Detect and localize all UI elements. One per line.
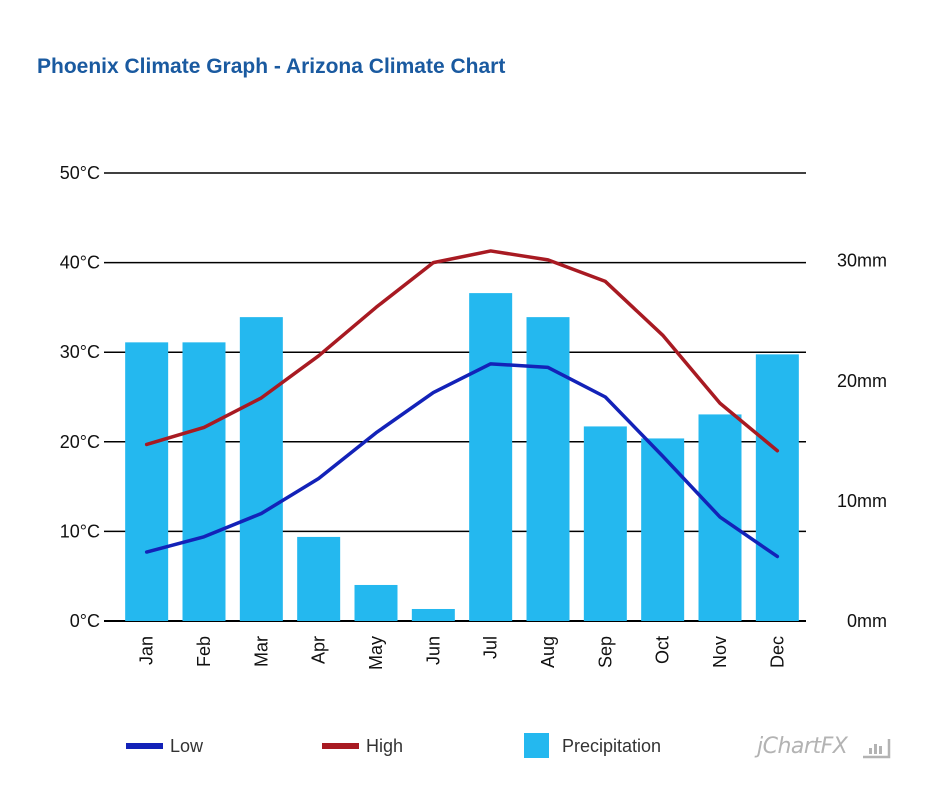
legend-item-precipitation: Precipitation [524, 733, 661, 758]
left-tick-label: 50°C [60, 163, 100, 183]
precipitation-bar [182, 342, 226, 621]
legend: Low High Precipitation [126, 733, 661, 758]
brand-logo: jChartFX [757, 734, 848, 759]
month-label: Jul [481, 636, 501, 659]
month-label: May [366, 636, 386, 670]
right-tick-label: 30mm [837, 251, 887, 271]
low-temperature-line [144, 362, 780, 559]
left-axis-labels: 0°C 10°C 20°C 30°C 40°C 50°C [60, 163, 100, 631]
precipitation-bar [583, 426, 627, 621]
month-label: Sep [595, 636, 615, 668]
precipitation-bar [125, 342, 169, 621]
right-tick-label: 20mm [837, 371, 887, 391]
right-tick-label: 10mm [837, 491, 887, 511]
temperature-lines [144, 249, 780, 559]
precipitation-bar [239, 317, 283, 621]
legend-item-high: High [322, 736, 403, 756]
precipitation-bar [411, 608, 455, 621]
right-axis-labels: 0mm 10mm 20mm 30mm [837, 251, 887, 631]
legend-label: Low [170, 736, 204, 756]
precipitation-bar [641, 438, 685, 621]
high-temperature-line [144, 249, 780, 453]
month-label: Feb [194, 636, 214, 667]
chart-title: Phoenix Climate Graph - Arizona Climate … [37, 55, 506, 78]
legend-label: Precipitation [562, 736, 661, 756]
grid-lines [104, 172, 806, 622]
left-tick-label: 20°C [60, 432, 100, 452]
right-tick-label: 0mm [847, 611, 887, 631]
month-label: Aug [538, 636, 558, 668]
month-label: Jan [137, 636, 157, 665]
month-label: Mar [251, 636, 271, 667]
month-label: Nov [710, 636, 730, 668]
left-tick-label: 10°C [60, 521, 100, 541]
legend-swatch [524, 733, 549, 758]
month-labels: Jan Feb Mar Apr May Jun Jul Aug Sep Oct Nov Dec [137, 636, 788, 670]
precipitation-bars [125, 293, 799, 621]
left-tick-label: 30°C [60, 342, 100, 362]
legend-item-low: Low [126, 736, 204, 756]
chart-logo-icon [863, 739, 891, 759]
legend-label: High [366, 736, 403, 756]
legend-swatch [322, 743, 359, 749]
left-tick-label: 40°C [60, 253, 100, 273]
precipitation-bar [469, 293, 513, 621]
precipitation-bar [354, 584, 398, 621]
precipitation-bar [755, 354, 799, 621]
precipitation-bar [526, 317, 570, 621]
legend-swatch [126, 743, 163, 749]
left-tick-label: 0°C [70, 611, 100, 631]
precipitation-bar [297, 536, 341, 621]
month-label: Apr [309, 636, 329, 664]
month-label: Dec [767, 636, 787, 668]
month-label: Oct [653, 636, 673, 664]
month-label: Jun [423, 636, 443, 665]
